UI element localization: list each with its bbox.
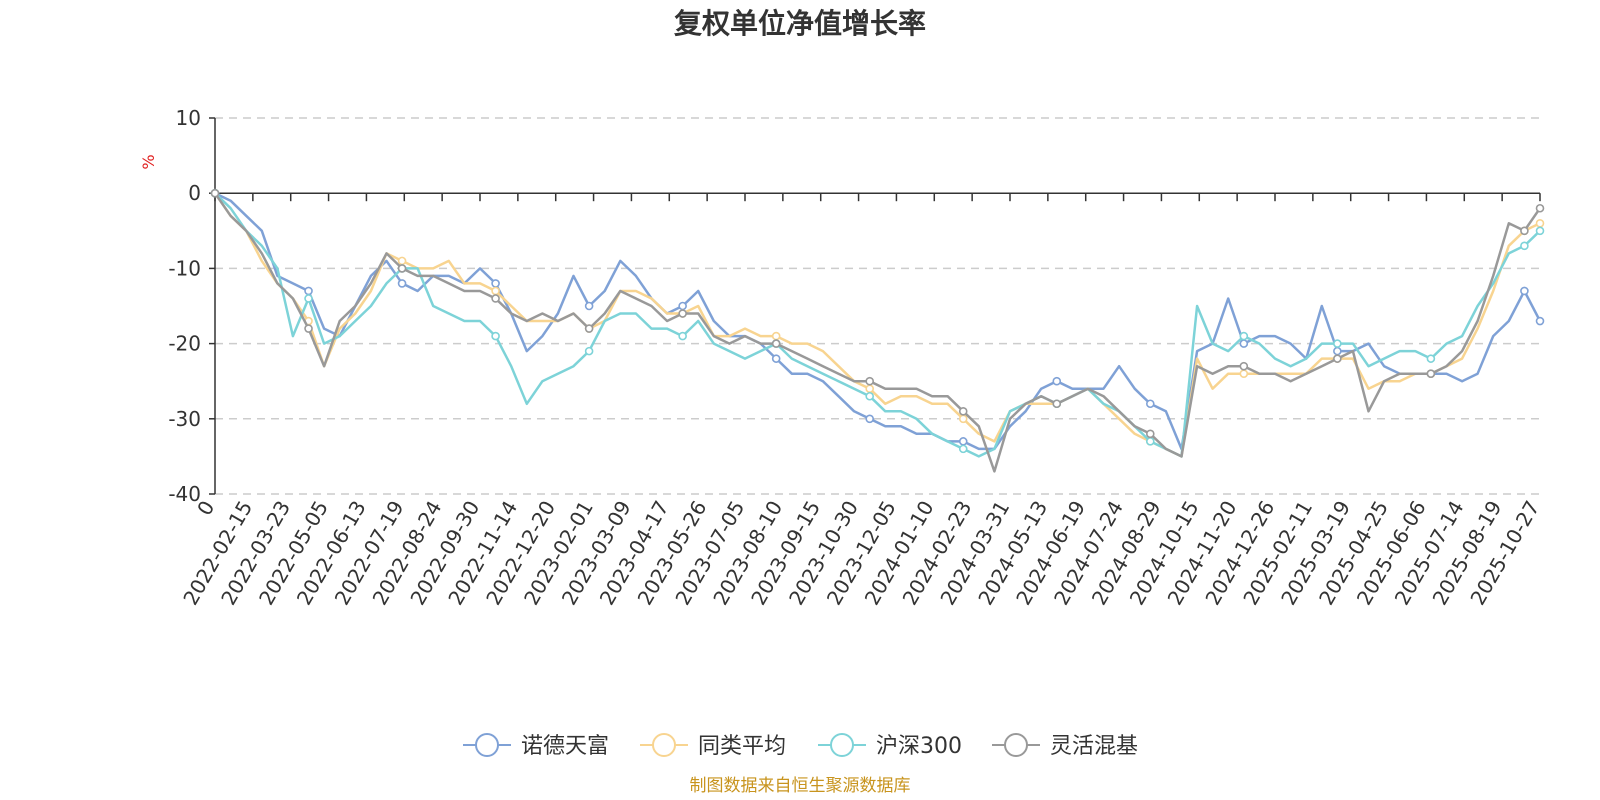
- legend-marker-icon: [1004, 733, 1028, 757]
- legend-item-0[interactable]: 诺德天富: [463, 733, 609, 759]
- series-point-2: [1426, 354, 1436, 363]
- series-point-3: [491, 294, 500, 303]
- series-line-2: [214, 192, 1541, 458]
- series-lines: [210, 188, 1545, 473]
- series-point-2: [958, 444, 968, 454]
- series-point-3: [1535, 203, 1545, 213]
- series-point-1: [397, 256, 407, 266]
- series-point-1: [1239, 369, 1249, 378]
- y-tick-label: -20: [168, 332, 201, 356]
- series-point-3: [304, 324, 313, 333]
- series-point-2: [678, 331, 687, 341]
- series-point-2: [1520, 241, 1529, 251]
- series-point-3: [678, 309, 687, 318]
- series-point-3: [397, 264, 407, 273]
- legend-item-3[interactable]: 灵活混基: [992, 733, 1138, 759]
- y-tick-label: -40: [168, 482, 201, 506]
- series-point-3: [1333, 354, 1342, 363]
- series-point-3: [865, 376, 875, 386]
- legend-marker-icon: [830, 733, 854, 757]
- series-point-0: [1145, 399, 1155, 409]
- y-tick-label: 0: [188, 181, 201, 205]
- series-point-2: [584, 346, 594, 356]
- x-axis: 02022-02-152022-03-232022-05-052022-06-1…: [178, 192, 1544, 609]
- series-point-2: [1145, 437, 1155, 446]
- series-point-2: [1239, 331, 1249, 341]
- series-point-2: [1333, 339, 1342, 348]
- x-tick-label: 0: [192, 497, 219, 520]
- data-source-note: 制图数据来自恒生聚源数据库: [690, 776, 911, 796]
- series-point-3: [1426, 369, 1436, 378]
- series-point-0: [678, 301, 687, 311]
- series-point-0: [491, 279, 500, 288]
- series-line-0: [214, 192, 1542, 451]
- series-point-1: [1535, 218, 1545, 228]
- y-tick-label: -30: [168, 407, 201, 431]
- series-point-0: [1535, 316, 1545, 326]
- series-line-3: [213, 192, 1542, 473]
- series-point-0: [958, 437, 968, 446]
- series-point-0: [304, 286, 313, 296]
- y-tick-label: -10: [168, 256, 201, 280]
- series-point-0: [1520, 286, 1529, 296]
- series-point-2: [865, 391, 875, 401]
- y-axis-ticks: 10 0 -10 -20 -30 -40: [168, 106, 216, 506]
- legend-label: 同类平均: [698, 734, 786, 759]
- series-point-1: [491, 286, 500, 296]
- legend-marker-icon: [652, 733, 676, 757]
- legend-label: 沪深300: [876, 734, 962, 759]
- legend-item-1[interactable]: 同类平均: [640, 733, 786, 759]
- legend-marker-icon: [475, 733, 499, 757]
- series-point-3: [1520, 226, 1529, 236]
- series-point-0: [771, 354, 781, 363]
- series-point-0: [1333, 346, 1342, 356]
- legend-label: 诺德天富: [521, 734, 609, 759]
- series-point-0: [397, 279, 407, 288]
- legend-item-2[interactable]: 沪深300: [818, 733, 962, 759]
- series-point-2: [1535, 226, 1545, 236]
- series-point-1: [865, 384, 875, 394]
- series-point-1: [958, 414, 968, 424]
- grid-lines: [215, 117, 1540, 495]
- legend[interactable]: 诺德天富 同类平均 沪深300 灵活混基: [463, 733, 1138, 759]
- chart-title: 复权单位净值增长率: [674, 7, 926, 40]
- series-point-2: [491, 331, 500, 341]
- series-point-3: [771, 339, 781, 348]
- series-point-0: [584, 301, 594, 311]
- legend-label: 灵活混基: [1050, 734, 1138, 759]
- series-point-3: [584, 324, 594, 333]
- series-point-3: [958, 406, 968, 416]
- series-point-3: [1145, 429, 1155, 439]
- series-point-0: [1052, 376, 1062, 386]
- y-tick-label: 10: [176, 106, 201, 130]
- series-point-1: [771, 331, 781, 341]
- series-point-0: [1239, 339, 1249, 348]
- series-point-2: [304, 294, 313, 303]
- series-line-1: [213, 192, 1541, 458]
- y-axis-unit: %: [139, 154, 158, 169]
- series-point-3: [1239, 361, 1249, 371]
- series-point-0: [865, 414, 875, 424]
- series-point-3: [210, 188, 220, 198]
- series-point-3: [1052, 399, 1062, 409]
